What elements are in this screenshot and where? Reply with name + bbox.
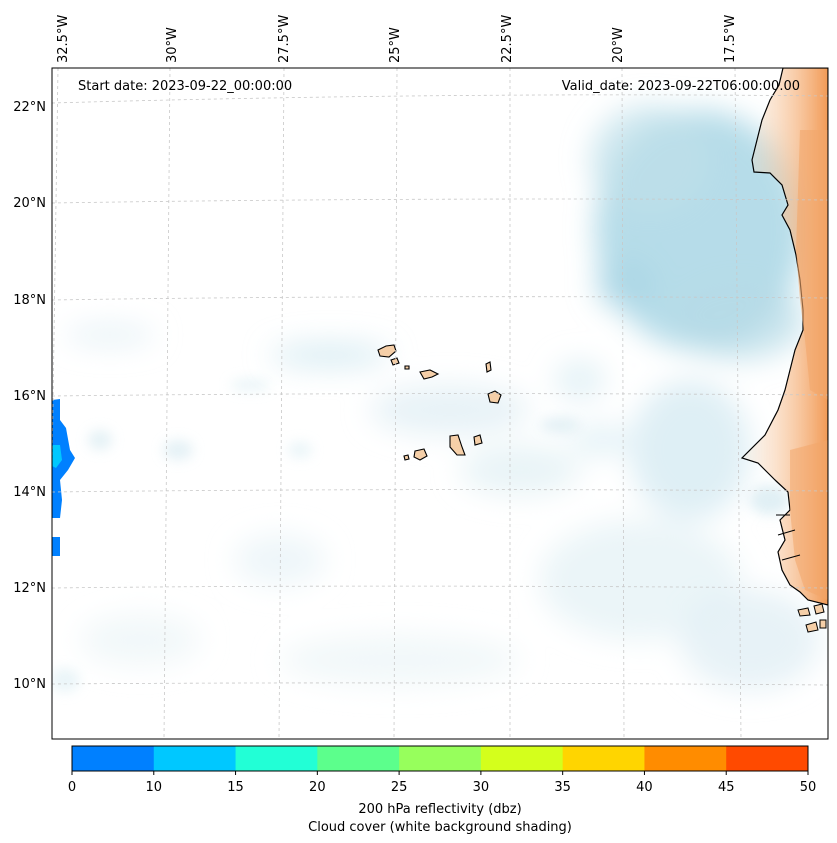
lat-label: 16°N <box>13 389 46 404</box>
lon-label: 30°W <box>165 27 180 63</box>
valid-date-label: Valid_date: 2023-09-22T06:00:00.00 <box>562 79 800 94</box>
colorbar-tick-label: 40 <box>636 780 653 795</box>
longitude-labels: 32.5°W 30°W 27.5°W 25°W 22.5°W 20°W 17.5… <box>56 15 738 63</box>
lon-label: 22.5°W <box>500 15 515 63</box>
colorbar-tick-label: 10 <box>146 780 163 795</box>
colorbar-segment <box>235 746 318 771</box>
africa-landmass <box>740 68 828 633</box>
colorbar-sublabel: Cloud cover (white background shading) <box>308 820 572 835</box>
colorbar-segment <box>317 746 400 771</box>
colorbar: 0 10 15 20 25 30 35 40 45 50 200 hPa reflectivity… <box>68 745 816 835</box>
island-santa-luzia <box>404 365 410 370</box>
colorbar-tick-label: 0 <box>68 780 76 795</box>
reflectivity-blob-small <box>52 537 60 556</box>
reflectivity-echo <box>52 399 75 556</box>
bissagos-islands <box>797 603 827 633</box>
island-santiago <box>449 434 466 456</box>
colorbar-segment <box>480 746 564 771</box>
lat-label: 20°N <box>13 196 46 211</box>
latitude-labels: 22°N 20°N 18°N 16°N 14°N 12°N 10°N <box>13 100 46 692</box>
island-sao-nicolau <box>419 369 440 380</box>
lon-label: 17.5°W <box>723 15 738 63</box>
map-panel <box>52 68 828 739</box>
lon-label: 20°W <box>611 27 626 63</box>
colorbar-label: 200 hPa reflectivity (dbz) <box>358 802 521 817</box>
colorbar-tick-label: 45 <box>718 780 735 795</box>
lat-label: 22°N <box>13 100 46 115</box>
graticule <box>52 68 828 739</box>
colorbar-tick-label: 50 <box>800 780 817 795</box>
colorbar-tick-label: 20 <box>309 780 326 795</box>
colorbar-segment <box>72 746 155 771</box>
colorbar-segment <box>399 746 482 771</box>
lon-label: 27.5°W <box>277 15 292 63</box>
land-inner-orange-south <box>790 440 828 600</box>
lon-label: 32.5°W <box>56 15 71 63</box>
reflectivity-blob-main <box>52 399 75 518</box>
island-fogo <box>413 448 428 461</box>
colorbar-segments <box>72 746 809 771</box>
colorbar-tick-label: 30 <box>473 780 490 795</box>
colorbar-segment <box>562 746 645 771</box>
map-frame <box>51 67 829 740</box>
colorbar-tick-label: 35 <box>554 780 571 795</box>
colorbar-tick-label: 15 <box>227 780 244 795</box>
land-inner-orange <box>796 130 828 400</box>
colorbar-segment <box>153 746 237 771</box>
lat-label: 14°N <box>13 485 46 500</box>
lat-label: 18°N <box>13 293 46 308</box>
lat-label: 10°N <box>13 677 46 692</box>
start-date-label: Start date: 2023-09-22_00:00:00 <box>78 79 292 94</box>
lat-label: 12°N <box>13 581 46 596</box>
coast-detail-senegal <box>776 514 801 561</box>
colorbar-segment <box>726 746 809 771</box>
colorbar-frame <box>71 745 809 772</box>
reflectivity-blob-core <box>52 445 62 468</box>
island-sal <box>485 361 492 373</box>
island-maio <box>473 434 483 446</box>
lon-label: 25°W <box>388 27 403 63</box>
colorbar-tick-label: 25 <box>391 780 408 795</box>
colorbar-ticks: 0 10 15 20 25 30 35 40 45 50 <box>68 771 816 795</box>
colorbar-segment <box>644 746 727 771</box>
island-sao-vicente <box>390 357 400 366</box>
island-brava <box>403 454 410 461</box>
cloud-cover-detail <box>52 379 790 692</box>
cloud-cover-shading <box>65 105 820 690</box>
